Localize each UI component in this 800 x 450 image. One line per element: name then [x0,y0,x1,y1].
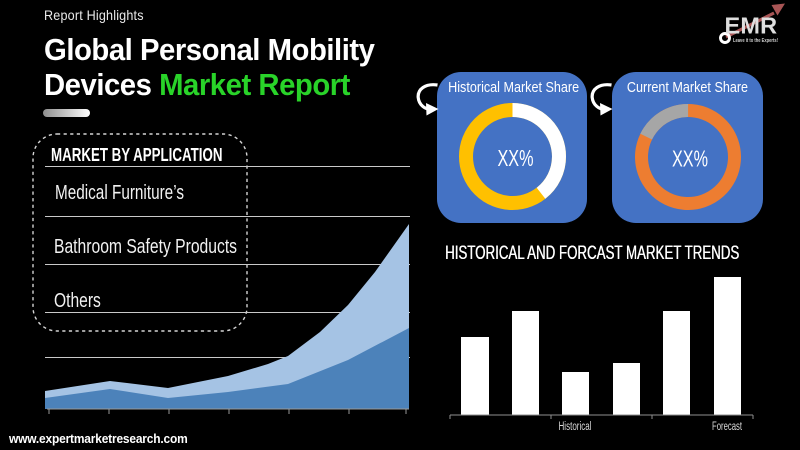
svg-text:Forecast: Forecast [712,421,743,433]
svg-text:Leave it to the Experts!: Leave it to the Experts! [733,38,778,44]
svg-text:XX%: XX% [672,145,708,171]
svg-text:XX%: XX% [498,145,534,171]
svg-text:EMR: EMR [725,13,778,39]
svg-text:Historical: Historical [559,421,592,433]
